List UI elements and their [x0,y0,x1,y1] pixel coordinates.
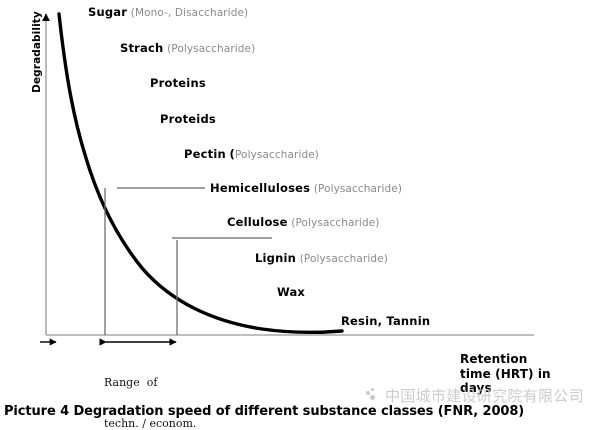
substance-label-wax: Wax [277,286,305,299]
degradation-curve [57,12,344,335]
substance-label-proteids: Proteids [160,113,216,126]
substance-name: Strach [120,41,164,55]
substance-label-cellulose: Cellulose (Polysaccharide) [227,216,379,230]
substance-label-hemicelluloses: Hemicelluloses (Polysaccharide) [210,182,402,196]
substance-label-lignin: Lignin (Polysaccharide) [255,252,388,266]
substance-paren: Polysaccharide) [235,149,320,161]
substance-name: Proteids [160,112,216,126]
substance-name: Pectin [184,147,226,161]
substance-name: Wax [277,285,306,299]
range-limit-caption: Range of techn. / econom. limit of reten… [104,349,227,430]
substance-name: Proteins [150,76,206,90]
substance-name: Cellulose [227,215,288,229]
chart-plot-area [40,12,534,346]
y-axis-label: Degradability [31,11,43,93]
substance-name: Hemicelluloses [210,181,311,195]
substance-label-pectin: Pectin (Polysaccharide) [184,148,319,162]
range-caption-line-2: techn. / econom. [104,416,197,430]
substance-paren: (Mono-, Disaccharide) [130,7,249,19]
substance-name: Resin, Tannin [341,314,431,328]
substance-label-proteins: Proteins [150,77,206,90]
substance-label-resin-tannin: Resin, Tannin [341,315,430,328]
substance-label-strach: Strach (Polysaccharide) [120,42,255,56]
substance-paren-open: ( [229,147,235,161]
substance-name: Sugar [88,5,128,19]
figure-caption: Picture 4 Degradation speed of different… [4,404,525,419]
substance-paren: (Polysaccharide) [313,183,403,195]
x-axis-title: Retention time (HRT) in days [460,352,551,395]
substance-paren: (Polysaccharide) [167,43,256,55]
range-caption-line-1: Range of [104,376,158,389]
chart-svg [40,12,534,346]
substance-paren: (Polysaccharide) [291,217,380,229]
substance-paren: (Polysaccharide) [299,253,388,265]
substance-label-sugar: Sugar (Mono-, Disaccharide) [88,6,248,20]
substance-name: Lignin [255,251,297,265]
x-axis [40,334,534,346]
